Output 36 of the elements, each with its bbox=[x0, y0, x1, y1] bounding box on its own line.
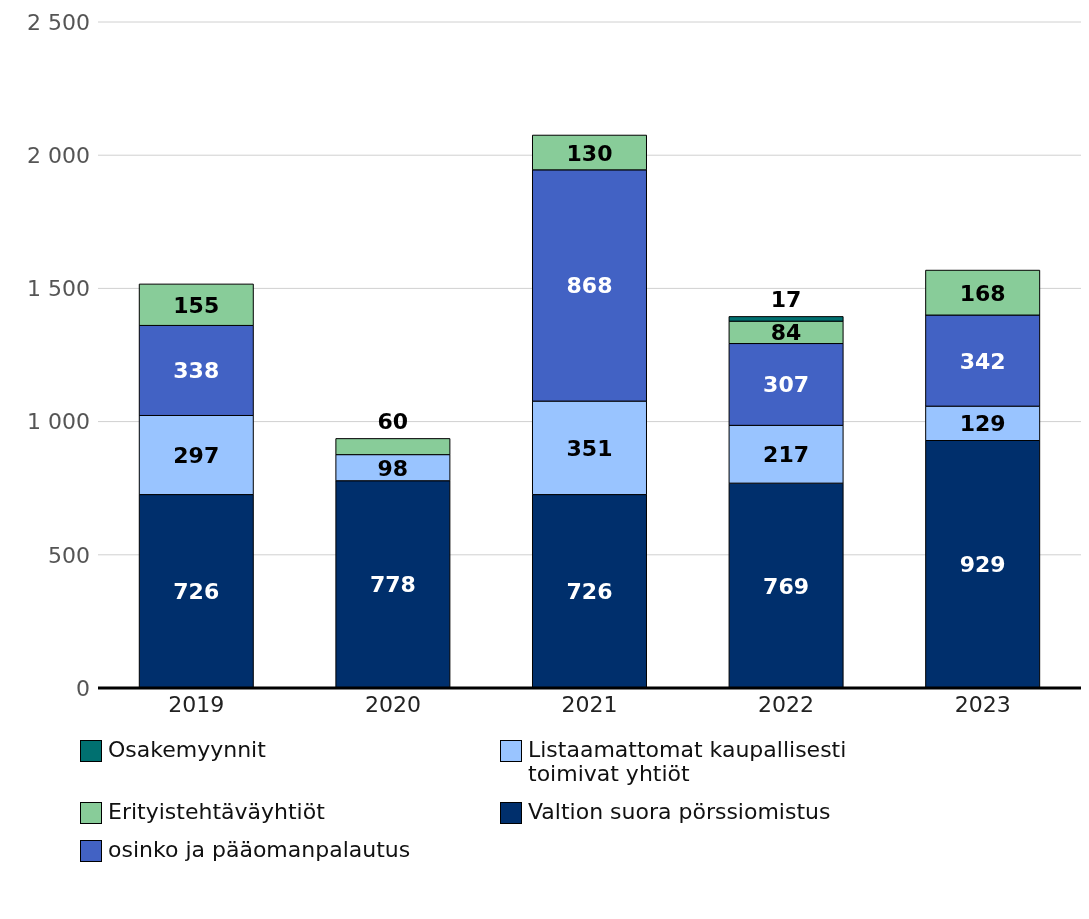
x-tick-label: 2021 bbox=[561, 691, 618, 717]
data-label: 17 bbox=[770, 286, 802, 312]
data-label: 98 bbox=[377, 455, 409, 481]
data-label: 342 bbox=[959, 348, 1006, 374]
x-tick-label: 2020 bbox=[364, 691, 421, 717]
legend-label: Osakemyynnit bbox=[108, 737, 266, 762]
data-label: 726 bbox=[173, 579, 220, 605]
data-label: 778 bbox=[369, 572, 416, 598]
data-label: 129 bbox=[959, 411, 1006, 437]
y-tick-label: 0 bbox=[76, 675, 90, 701]
data-label: 351 bbox=[566, 435, 613, 461]
y-tick-label: 1 000 bbox=[27, 409, 90, 435]
data-label: 769 bbox=[763, 573, 810, 599]
data-label: 297 bbox=[173, 443, 220, 469]
data-label: 168 bbox=[959, 280, 1006, 306]
data-label: 929 bbox=[959, 552, 1006, 578]
legend-label: osinko ja pääomanpalautus bbox=[108, 837, 411, 862]
data-label: 338 bbox=[173, 358, 220, 384]
data-label: 155 bbox=[173, 292, 220, 318]
x-tick-label: 2023 bbox=[954, 691, 1011, 717]
data-label: 60 bbox=[377, 408, 409, 434]
legend-label: Valtion suora pörssiomistus bbox=[528, 799, 831, 824]
y-tick-label: 2 500 bbox=[27, 9, 90, 35]
data-label: 217 bbox=[763, 442, 810, 468]
data-label: 307 bbox=[763, 372, 810, 398]
x-tick-label: 2022 bbox=[758, 691, 815, 717]
x-tick-label: 2019 bbox=[168, 691, 225, 717]
data-label: 130 bbox=[566, 140, 613, 166]
legend-label: Listaamattomat kaupallisesti toimivat yhtiöt bbox=[528, 737, 848, 786]
data-label: 868 bbox=[566, 273, 613, 299]
y-tick-label: 1 500 bbox=[27, 276, 90, 302]
legend-label: Erityistehtäväyhtiöt bbox=[108, 799, 325, 824]
data-label: 84 bbox=[770, 320, 802, 346]
y-tick-label: 2 000 bbox=[27, 143, 90, 169]
data-label: 726 bbox=[566, 579, 613, 605]
y-tick-label: 500 bbox=[48, 542, 90, 568]
